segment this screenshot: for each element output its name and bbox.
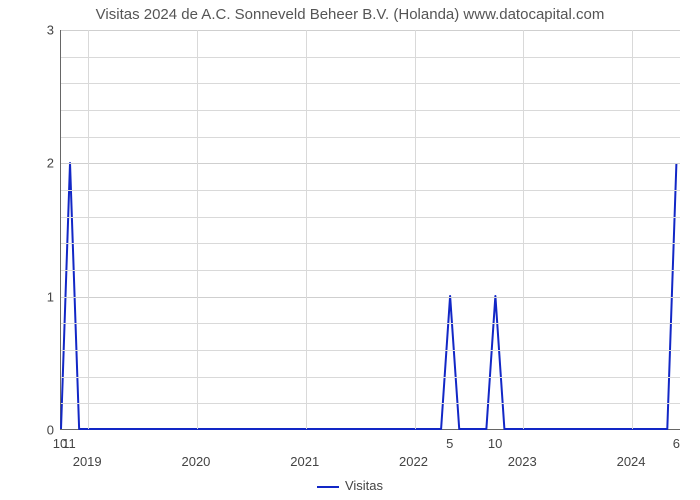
x-year-label: 2021 — [290, 454, 319, 469]
x-year-label: 2019 — [73, 454, 102, 469]
x-month-label: 10 — [488, 436, 502, 451]
hgrid-line — [61, 270, 680, 271]
x-year-label: 2020 — [181, 454, 210, 469]
hgrid-line — [61, 243, 680, 244]
legend-swatch — [317, 486, 339, 488]
hgrid-line — [61, 57, 680, 58]
vgrid-line — [523, 30, 524, 429]
y-tick-label: 3 — [47, 23, 54, 38]
hgrid-line — [61, 190, 680, 191]
vgrid-line — [306, 30, 307, 429]
hgrid-line — [61, 137, 680, 138]
hgrid-line — [61, 217, 680, 218]
hgrid-line — [61, 83, 680, 84]
vgrid-line — [415, 30, 416, 429]
legend: Visitas — [0, 478, 700, 493]
vgrid-line — [197, 30, 198, 429]
vgrid-line — [88, 30, 89, 429]
hgrid-line — [61, 377, 680, 378]
y-tick-label: 2 — [47, 156, 54, 171]
visits-line-chart: Visitas 2024 de A.C. Sonneveld Beheer B.… — [0, 0, 700, 500]
x-year-label: 2022 — [399, 454, 428, 469]
x-year-label: 2024 — [617, 454, 646, 469]
hgrid-line — [61, 163, 680, 164]
hgrid-line — [61, 297, 680, 298]
legend-label: Visitas — [345, 478, 383, 493]
x-month-label: 5 — [446, 436, 453, 451]
x-month-label: 11 — [62, 436, 76, 451]
vgrid-line — [632, 30, 633, 429]
hgrid-line — [61, 110, 680, 111]
hgrid-line — [61, 350, 680, 351]
chart-title: Visitas 2024 de A.C. Sonneveld Beheer B.… — [0, 6, 700, 23]
x-year-label: 2023 — [508, 454, 537, 469]
hgrid-line — [61, 30, 680, 31]
x-month-label: 6 — [673, 436, 680, 451]
hgrid-line — [61, 323, 680, 324]
plot-area — [60, 30, 680, 430]
line-series — [61, 30, 680, 429]
y-tick-label: 1 — [47, 289, 54, 304]
hgrid-line — [61, 403, 680, 404]
